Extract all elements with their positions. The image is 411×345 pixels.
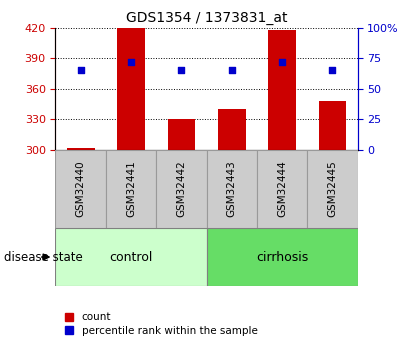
Text: GSM32441: GSM32441 xyxy=(126,160,136,217)
Bar xyxy=(55,228,206,286)
Point xyxy=(229,68,235,73)
Bar xyxy=(67,148,95,150)
Bar xyxy=(319,101,346,150)
Text: GSM32442: GSM32442 xyxy=(176,160,186,217)
Text: disease state: disease state xyxy=(4,250,83,264)
Point xyxy=(77,68,84,73)
Bar xyxy=(268,30,296,150)
Bar xyxy=(206,150,257,228)
Bar xyxy=(206,228,358,286)
Title: GDS1354 / 1373831_at: GDS1354 / 1373831_at xyxy=(126,11,287,25)
Bar xyxy=(168,119,195,150)
Bar xyxy=(117,28,145,150)
Point xyxy=(279,59,285,65)
Text: GSM32444: GSM32444 xyxy=(277,160,287,217)
Point xyxy=(128,59,134,65)
Point xyxy=(178,68,185,73)
Legend: count, percentile rank within the sample: count, percentile rank within the sample xyxy=(61,308,261,340)
Bar xyxy=(218,109,245,150)
Bar xyxy=(257,150,307,228)
Text: cirrhosis: cirrhosis xyxy=(256,250,308,264)
Bar xyxy=(106,150,156,228)
Bar xyxy=(55,150,106,228)
Text: GSM32443: GSM32443 xyxy=(227,160,237,217)
Point xyxy=(329,68,336,73)
Text: control: control xyxy=(109,250,153,264)
Text: GSM32445: GSM32445 xyxy=(328,160,337,217)
Bar xyxy=(307,150,358,228)
Text: GSM32440: GSM32440 xyxy=(76,160,85,217)
Bar xyxy=(156,150,206,228)
